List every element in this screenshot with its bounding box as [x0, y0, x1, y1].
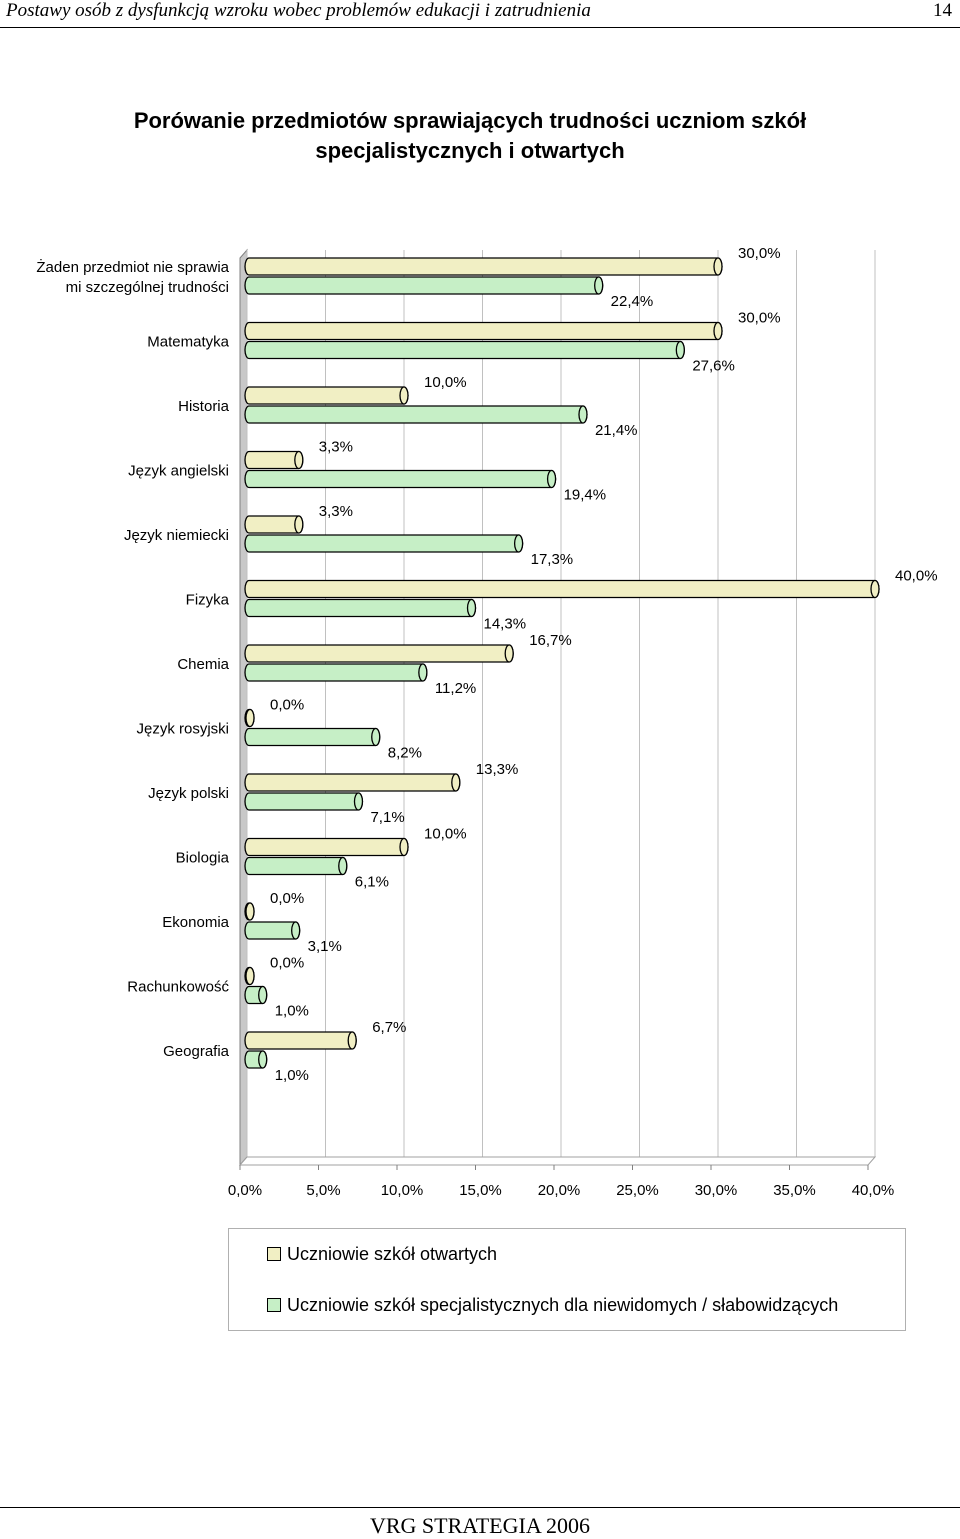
legend-label-open-schools: Uczniowie szkół otwartych — [287, 1244, 498, 1264]
data-label-special: 7,1% — [370, 809, 404, 826]
category-label: Język rosyjski — [136, 721, 229, 738]
bar-open-schools — [244, 386, 409, 405]
data-label-open: 13,3% — [476, 761, 519, 778]
data-label-special: 1,0% — [275, 1003, 309, 1020]
bar-open-schools — [244, 966, 255, 986]
chart-legend: Uczniowie szkół otwartych Uczniowie szkó… — [228, 1228, 906, 1331]
data-label-open: 10,0% — [424, 374, 467, 391]
data-label-open: 0,0% — [270, 890, 304, 907]
data-label-open: 6,7% — [372, 1019, 406, 1036]
bar-special-schools — [244, 276, 604, 295]
category-label: Ekonomia — [162, 914, 229, 931]
x-tick-label: 15,0% — [459, 1182, 502, 1199]
data-label-open: 0,0% — [270, 697, 304, 714]
footer-rule — [0, 1507, 960, 1508]
category-label: Matematyka — [147, 334, 229, 351]
data-label-open: 0,0% — [270, 955, 304, 972]
category-label: Język angielski — [128, 463, 229, 480]
x-tick-label: 20,0% — [538, 1182, 581, 1199]
data-label-special: 8,2% — [388, 745, 422, 762]
data-label-open: 3,3% — [319, 503, 353, 520]
data-label-open: 40,0% — [895, 568, 938, 585]
bar-special-schools — [244, 1050, 268, 1069]
bar-special-schools — [244, 405, 588, 424]
x-tick-label: 40,0% — [852, 1182, 895, 1199]
bar-open-schools — [244, 579, 880, 599]
bar-open-schools — [244, 450, 304, 470]
legend-swatch-open-schools — [267, 1247, 281, 1261]
header-rule — [0, 27, 960, 28]
category-label: Język polski — [148, 785, 229, 802]
bar-chart: 0,0% 5,0% 10,0% 15,0% 20,0% 25,0% 30,0% 35,0% 40… — [36, 245, 938, 1199]
data-label-special: 27,6% — [692, 358, 735, 375]
bar-special-schools — [244, 856, 348, 876]
bar-special-schools — [244, 598, 477, 618]
legend-item-special-schools: Uczniowie szkół specjalistycznych dla ni… — [267, 1295, 838, 1316]
bar-open-schools — [244, 321, 723, 341]
data-label-open: 30,0% — [738, 310, 781, 327]
x-tick-label: 10,0% — [381, 1182, 424, 1199]
category-label: Rachunkowość — [127, 979, 229, 996]
page-header: Postawy osób z dysfunkcją wzroku wobec p… — [0, 0, 960, 30]
data-label-special: 6,1% — [355, 874, 389, 891]
x-tick-label: 5,0% — [306, 1182, 340, 1199]
x-tick-label: 35,0% — [773, 1182, 816, 1199]
bar-open-schools — [244, 1031, 357, 1050]
bar-open-schools — [244, 837, 409, 857]
footer-text: VRG STRATEGIA 2006 — [369, 1513, 590, 1538]
bar-open-schools — [244, 515, 304, 534]
data-label-open: 10,0% — [424, 826, 467, 843]
data-label-special: 17,3% — [531, 551, 574, 568]
chart-title: Porówanie przedmiotów sprawiających trud… — [133, 108, 807, 163]
bar-open-schools — [244, 902, 255, 921]
data-label-special: 14,3% — [484, 616, 527, 633]
x-tick-label: 30,0% — [695, 1182, 738, 1199]
bar-special-schools — [244, 469, 557, 489]
category-label: Chemia — [177, 656, 229, 673]
x-tick-label: 0,0% — [228, 1182, 262, 1199]
page-number: 14 — [933, 0, 952, 21]
bar-special-schools — [244, 792, 364, 811]
bar-special-schools — [244, 663, 428, 682]
category-label: Historia — [178, 398, 230, 415]
data-label-special: 3,1% — [308, 938, 342, 955]
data-label-open: 3,3% — [319, 439, 353, 456]
data-label-special: 19,4% — [564, 487, 607, 504]
bar-open-schools — [244, 708, 255, 728]
category-label: Żaden przedmiot nie sprawia — [36, 258, 229, 276]
category-label: Fizyka — [186, 592, 230, 609]
chart-side-wall — [239, 248, 248, 1167]
bar-special-schools — [244, 985, 268, 1005]
data-label-special: 21,4% — [595, 422, 638, 439]
legend-label-special-schools: Uczniowie szkół specjalistycznych dla ni… — [287, 1295, 839, 1315]
bar-special-schools — [244, 534, 524, 553]
data-label-special: 11,2% — [435, 680, 476, 697]
bar-special-schools — [244, 340, 685, 360]
chart-floor — [238, 1156, 877, 1166]
legend-item-open-schools: Uczniowie szkół otwartych — [267, 1244, 497, 1265]
category-label: Geografia — [163, 1043, 230, 1060]
bar-special-schools — [244, 727, 381, 747]
bar-open-schools — [244, 644, 514, 663]
bar-special-schools — [244, 921, 301, 940]
x-tick-label: 25,0% — [616, 1182, 659, 1199]
legend-swatch-special-schools — [267, 1298, 281, 1312]
data-label-special: 22,4% — [611, 293, 654, 310]
data-label-open: 30,0% — [738, 245, 781, 262]
header-title: Postawy osób z dysfunkcją wzroku wobec p… — [6, 0, 591, 21]
data-label-open: 16,7% — [529, 632, 572, 649]
data-label-special: 1,0% — [275, 1067, 309, 1084]
category-label: Język niemiecki — [124, 527, 229, 544]
bar-open-schools — [244, 773, 461, 792]
category-label: mi szczególnej trudności — [66, 279, 229, 296]
category-label: Biologia — [176, 850, 230, 867]
bar-open-schools — [244, 257, 723, 276]
